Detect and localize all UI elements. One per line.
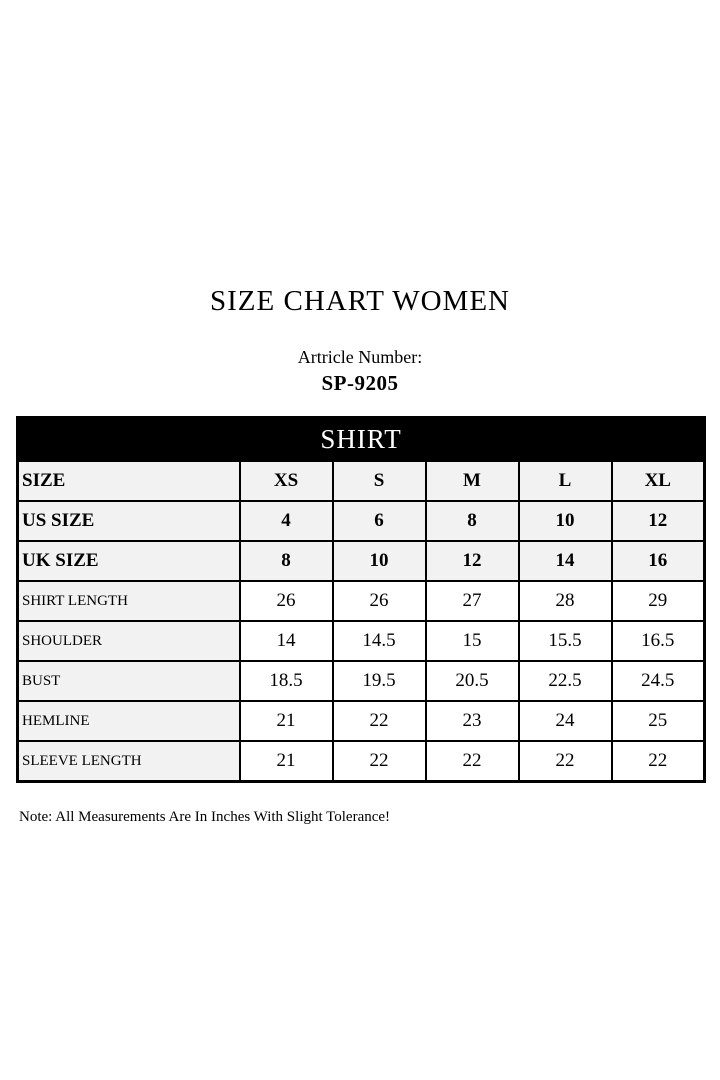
row-label: HEMLINE: [16, 700, 241, 743]
table-row-hemline: HEMLINE 21 22 23 24 25: [16, 700, 706, 743]
cell-value: 6: [331, 500, 427, 543]
cell-value: 16.5: [610, 620, 706, 663]
table-row-uk-size: UK SIZE 8 10 12 14 16: [16, 540, 706, 583]
cell-value: 21: [238, 740, 334, 783]
table-row-shirt-length: SHIRT LENGTH 26 26 27 28 29: [16, 580, 706, 623]
cell-value: 16: [610, 540, 706, 583]
cell-value: 28: [517, 580, 613, 623]
size-table: SHIRT SIZE XS S M L XL US SIZE 4 6 8 10 …: [16, 416, 707, 784]
row-label: SHIRT LENGTH: [16, 580, 241, 623]
cell-value: 14.5: [331, 620, 427, 663]
cell-value: 24.5: [610, 660, 706, 703]
cell-value: 10: [331, 540, 427, 583]
cell-value: 24: [517, 700, 613, 743]
article-number-value: SP-9205: [321, 371, 399, 396]
cell-value: 8: [424, 500, 520, 543]
table-row-sleeve-length: SLEEVE LENGTH 21 22 22 22 22: [16, 740, 706, 783]
cell-value: 14: [238, 620, 334, 663]
cell-value: 14: [517, 540, 613, 583]
cell-value: 26: [331, 580, 427, 623]
table-title-row: SHIRT: [16, 416, 706, 463]
cell-value: 8: [238, 540, 334, 583]
table-row-us-size: US SIZE 4 6 8 10 12: [16, 500, 706, 543]
table-title: SHIRT: [16, 416, 706, 463]
cell-value: S: [331, 460, 427, 503]
table-row-size: SIZE XS S M L XL: [16, 460, 706, 503]
table-row-bust: BUST 18.5 19.5 20.5 22.5 24.5: [16, 660, 706, 703]
row-label: UK SIZE: [16, 540, 241, 583]
row-label: SHOULDER: [16, 620, 241, 663]
cell-value: 22: [517, 740, 613, 783]
cell-value: 10: [517, 500, 613, 543]
cell-value: 19.5: [331, 660, 427, 703]
cell-value: XS: [238, 460, 334, 503]
cell-value: 29: [610, 580, 706, 623]
row-label: US SIZE: [16, 500, 241, 543]
cell-value: 20.5: [424, 660, 520, 703]
cell-value: M: [424, 460, 520, 503]
row-label: SLEEVE LENGTH: [16, 740, 241, 783]
cell-value: 12: [610, 500, 706, 543]
note-text: Note: All Measurements Are In Inches Wit…: [19, 809, 391, 826]
cell-value: 18.5: [238, 660, 334, 703]
page-title: SIZE CHART WOMEN: [210, 285, 510, 317]
cell-value: 25: [610, 700, 706, 743]
cell-value: 22: [424, 740, 520, 783]
cell-value: 27: [424, 580, 520, 623]
cell-value: 12: [424, 540, 520, 583]
cell-value: 21: [238, 700, 334, 743]
cell-value: 22: [610, 740, 706, 783]
cell-value: 4: [238, 500, 334, 543]
cell-value: 15.5: [517, 620, 613, 663]
cell-value: XL: [610, 460, 706, 503]
cell-value: L: [517, 460, 613, 503]
row-label: BUST: [16, 660, 241, 703]
table-row-shoulder: SHOULDER 14 14.5 15 15.5 16.5: [16, 620, 706, 663]
cell-value: 22.5: [517, 660, 613, 703]
cell-value: 26: [238, 580, 334, 623]
row-label: SIZE: [16, 460, 241, 503]
cell-value: 22: [331, 700, 427, 743]
article-number-label: Artricle Number:: [297, 347, 423, 368]
cell-value: 22: [331, 740, 427, 783]
cell-value: 15: [424, 620, 520, 663]
cell-value: 23: [424, 700, 520, 743]
